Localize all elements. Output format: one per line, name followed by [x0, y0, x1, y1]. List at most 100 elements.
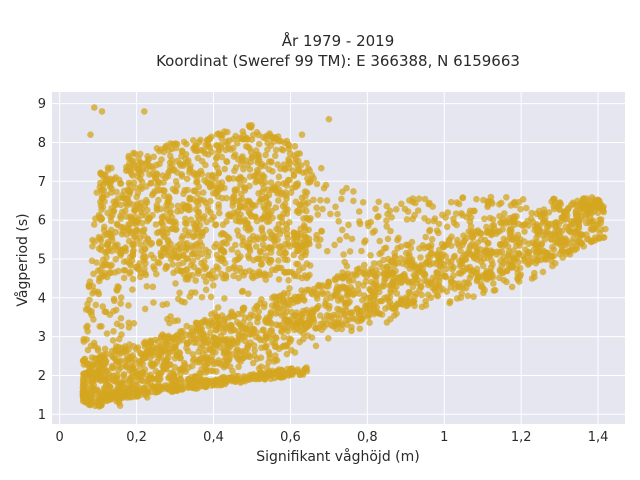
data-point	[239, 329, 246, 337]
data-point	[169, 140, 177, 148]
data-point	[257, 354, 265, 362]
data-point	[246, 245, 253, 253]
data-point	[297, 368, 305, 376]
data-point	[286, 160, 293, 168]
data-point	[416, 245, 423, 252]
data-point	[91, 104, 98, 111]
data-point	[119, 228, 127, 235]
y-tick-label: 2	[38, 369, 46, 384]
data-point	[126, 377, 133, 385]
data-point	[244, 353, 251, 360]
data-point	[212, 221, 220, 228]
data-point	[435, 281, 443, 289]
data-point	[220, 379, 228, 386]
data-point	[225, 235, 233, 242]
data-point	[118, 247, 125, 254]
y-tick-label: 7	[38, 175, 46, 190]
data-point	[118, 322, 125, 330]
data-point	[139, 254, 147, 261]
data-point	[323, 296, 330, 303]
data-point	[238, 154, 245, 162]
data-point	[194, 270, 202, 277]
y-tick-label: 8	[38, 136, 46, 151]
data-point	[368, 265, 375, 273]
data-point	[144, 236, 152, 244]
data-point	[283, 195, 290, 202]
data-point	[188, 324, 195, 332]
data-point	[247, 158, 255, 166]
data-point	[496, 274, 503, 282]
data-point	[231, 378, 239, 385]
data-point	[294, 260, 302, 268]
data-point	[355, 208, 363, 215]
data-point	[155, 196, 162, 204]
data-point	[555, 221, 562, 228]
data-point	[411, 211, 418, 219]
y-tick-label: 1	[38, 408, 46, 423]
data-point	[421, 270, 429, 278]
data-point	[201, 265, 209, 273]
data-point	[221, 295, 228, 302]
data-point	[246, 267, 253, 275]
data-point	[98, 108, 106, 115]
data-point	[317, 236, 324, 243]
data-point	[528, 209, 535, 217]
data-point	[340, 251, 347, 258]
data-point	[284, 290, 292, 297]
data-point	[577, 205, 584, 213]
data-point	[415, 195, 423, 202]
data-point	[189, 137, 197, 144]
data-point	[213, 313, 220, 321]
data-point	[118, 208, 126, 216]
data-point	[342, 306, 350, 314]
data-point	[448, 233, 455, 240]
data-point	[290, 152, 298, 159]
data-point	[418, 291, 426, 299]
data-point	[291, 159, 299, 166]
data-point	[171, 363, 178, 371]
data-point	[244, 136, 251, 143]
data-point	[265, 218, 273, 225]
data-point	[87, 131, 94, 138]
data-point	[110, 295, 118, 303]
data-point	[257, 261, 265, 268]
data-point	[84, 346, 92, 354]
data-point	[303, 159, 310, 167]
data-point	[232, 241, 239, 249]
data-point	[271, 152, 279, 160]
data-point	[138, 185, 145, 192]
data-point	[297, 243, 305, 250]
data-point	[231, 257, 239, 264]
data-point	[176, 160, 184, 167]
data-point	[366, 285, 373, 293]
x-axis-label: Signifikant våghöjd (m)	[256, 448, 419, 465]
data-point	[376, 260, 383, 267]
data-point	[498, 248, 506, 256]
data-point	[206, 346, 214, 354]
data-point	[191, 187, 199, 195]
data-point	[455, 200, 463, 208]
data-point	[324, 247, 331, 255]
x-tick-label: 0,2	[126, 430, 147, 445]
y-tick-label: 6	[38, 214, 46, 229]
data-point	[115, 267, 122, 275]
data-point	[488, 198, 495, 205]
data-point	[239, 304, 247, 312]
data-point	[233, 186, 241, 193]
data-point	[366, 270, 374, 278]
data-point	[181, 361, 189, 369]
data-point	[413, 279, 421, 287]
data-point	[239, 351, 246, 358]
data-point	[425, 243, 432, 250]
data-point	[508, 283, 516, 291]
data-point	[103, 175, 111, 183]
data-point	[84, 328, 91, 335]
data-point	[318, 288, 326, 296]
data-point	[531, 269, 538, 277]
data-point	[133, 264, 141, 272]
data-point	[90, 270, 97, 278]
data-point	[424, 291, 432, 299]
data-point	[561, 216, 569, 223]
chart-title-line2: Koordinat (Sweref 99 TM): E 366388, N 61…	[156, 52, 520, 70]
data-point	[361, 292, 368, 299]
